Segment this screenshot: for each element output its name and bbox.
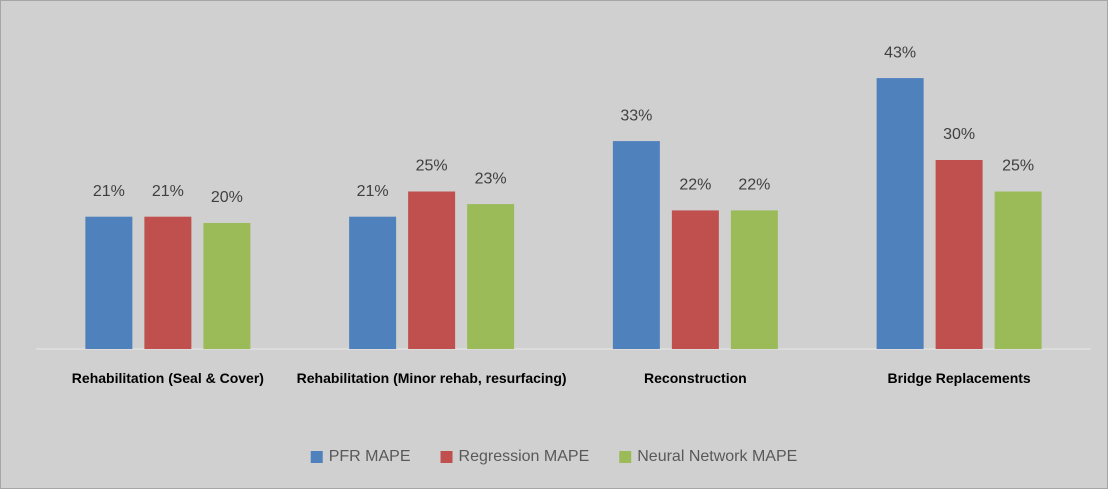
bar bbox=[408, 191, 456, 349]
data-label: 21% bbox=[93, 183, 125, 200]
data-label: 25% bbox=[1002, 158, 1034, 175]
bar bbox=[671, 210, 719, 349]
bar bbox=[467, 204, 515, 349]
legend-swatch bbox=[440, 451, 453, 463]
legend-label: Neural Network MAPE bbox=[637, 448, 797, 465]
data-label: 20% bbox=[211, 189, 243, 206]
bar bbox=[203, 223, 251, 349]
data-label: 22% bbox=[738, 177, 770, 194]
bar bbox=[612, 141, 660, 349]
data-label: 33% bbox=[620, 107, 652, 124]
legend-label: PFR MAPE bbox=[329, 448, 411, 465]
data-label: 23% bbox=[475, 170, 507, 187]
bar bbox=[144, 216, 192, 349]
bar bbox=[730, 210, 778, 349]
bar bbox=[85, 216, 133, 349]
x-tick-label: Bridge Replacements bbox=[887, 370, 1031, 386]
data-label: 43% bbox=[884, 44, 916, 61]
data-label: 21% bbox=[152, 183, 184, 200]
data-label: 25% bbox=[416, 158, 448, 175]
bar bbox=[935, 160, 983, 349]
data-label: 21% bbox=[357, 183, 389, 200]
x-tick-label: Reconstruction bbox=[644, 370, 747, 386]
bar bbox=[349, 216, 397, 349]
x-tick-label: Rehabilitation (Minor rehab, resurfacing… bbox=[296, 370, 567, 386]
bar bbox=[876, 78, 924, 349]
data-label: 22% bbox=[679, 177, 711, 194]
data-label: 30% bbox=[943, 126, 975, 143]
legend-label: Regression MAPE bbox=[459, 448, 590, 465]
bar bbox=[994, 191, 1042, 349]
legend-swatch bbox=[619, 451, 632, 463]
x-tick-label: Rehabilitation (Seal & Cover) bbox=[71, 370, 264, 386]
legend-swatch bbox=[310, 451, 323, 463]
